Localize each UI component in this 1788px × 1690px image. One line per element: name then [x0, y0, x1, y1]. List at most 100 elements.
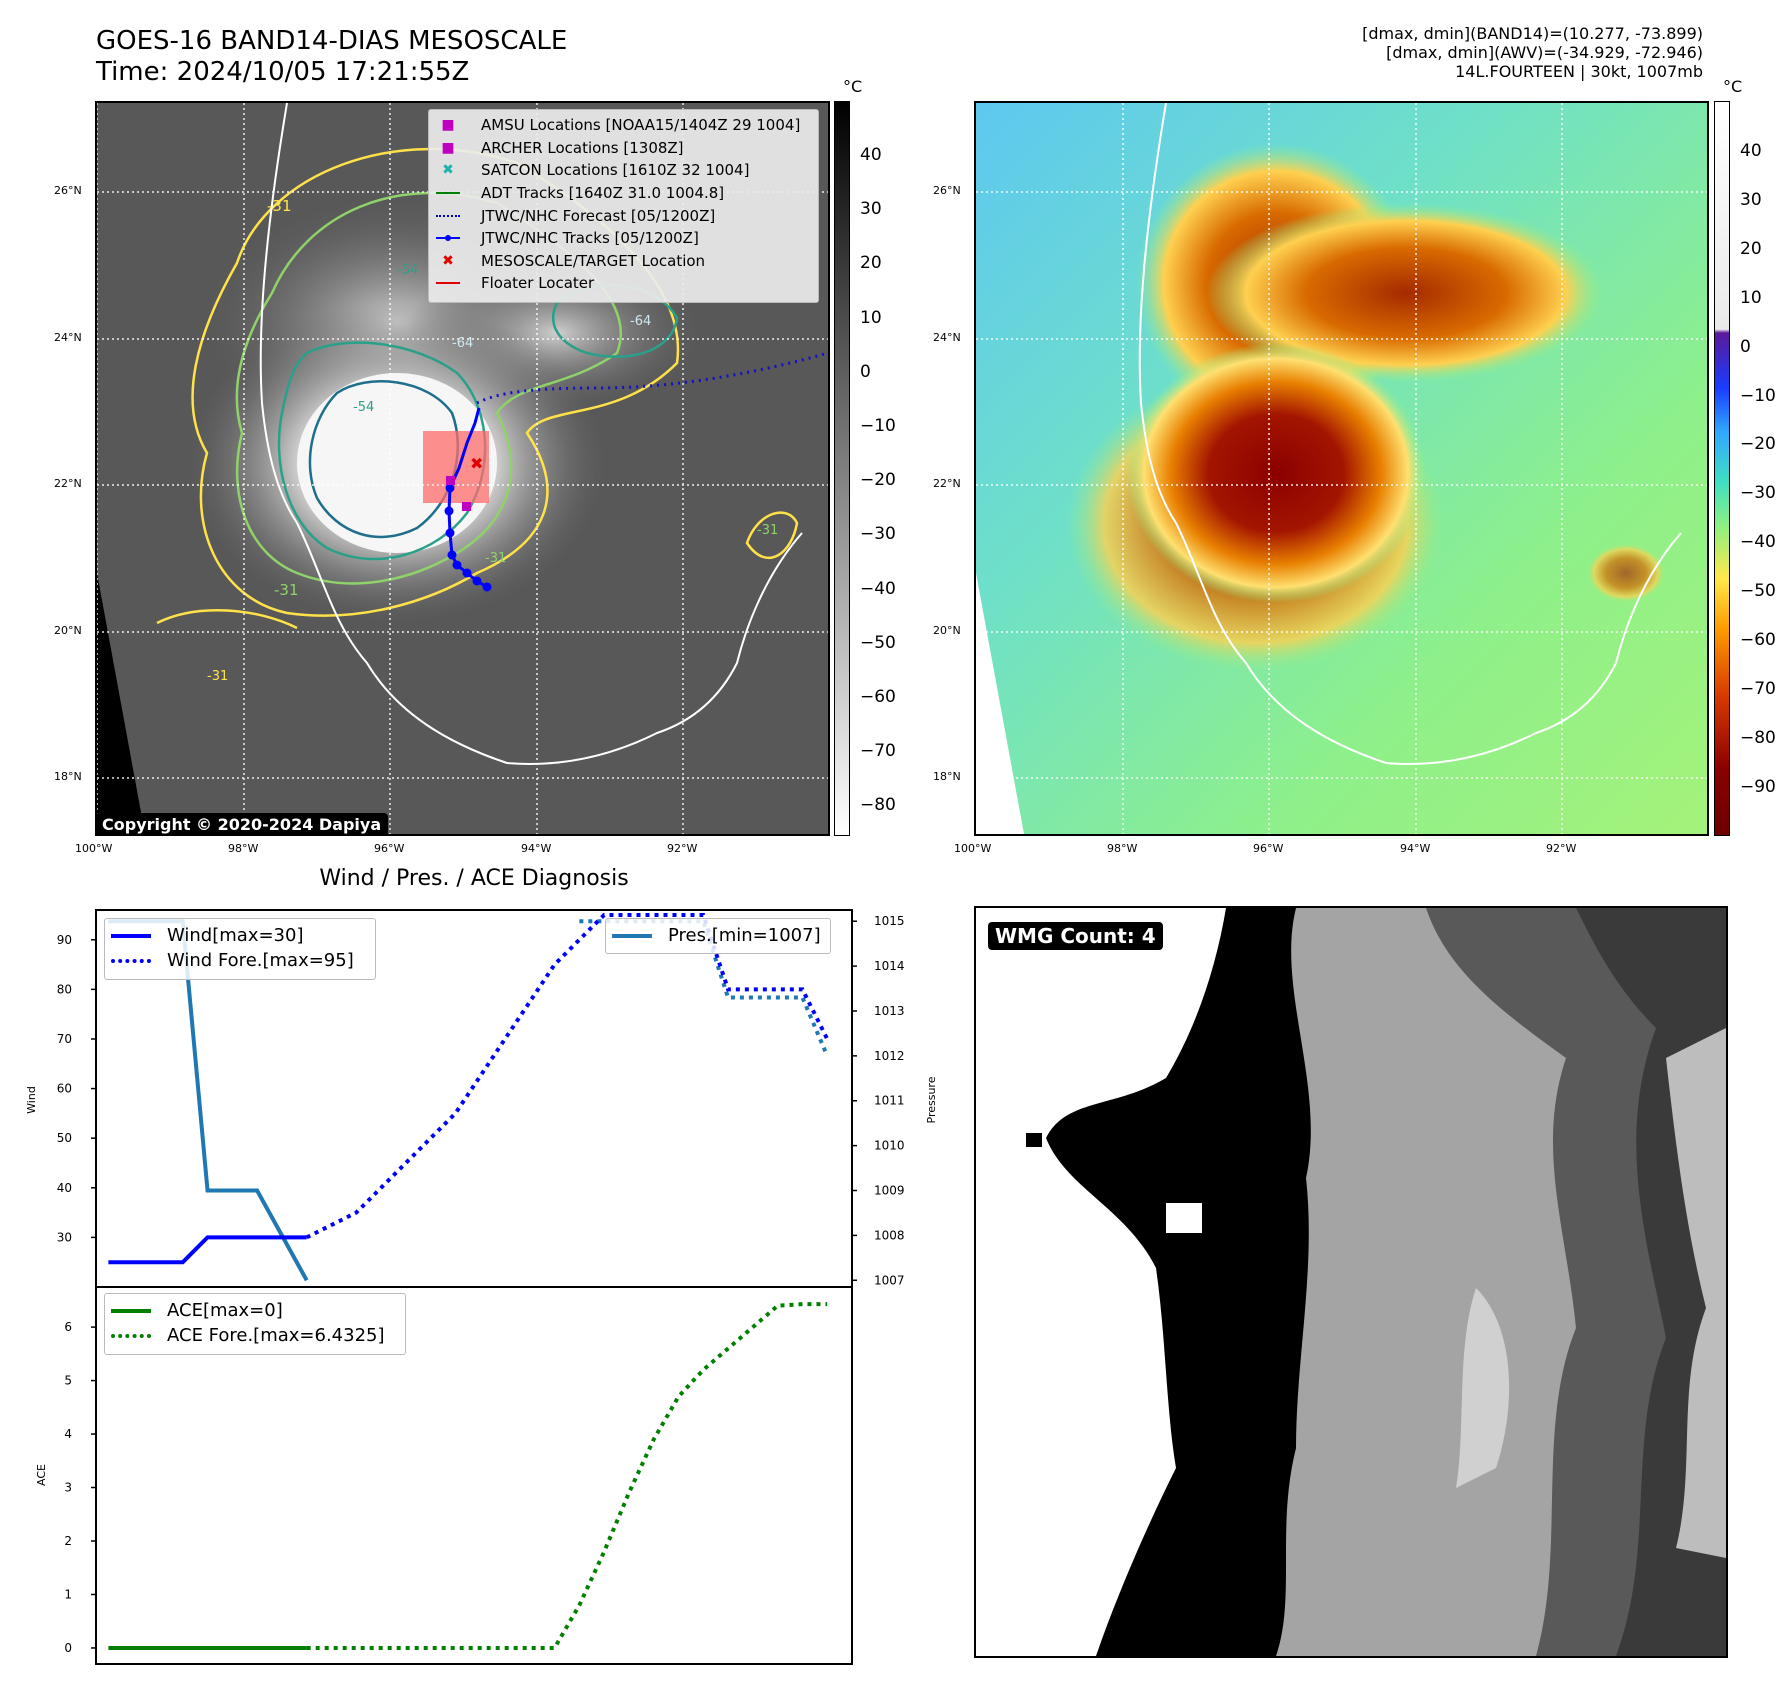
contour-label: -54 [397, 263, 419, 278]
lat-label: 20°N [933, 624, 961, 637]
colorbar-tick-label: 20 [860, 253, 882, 274]
contour-label: -54 [353, 400, 375, 415]
colorbar-tick-label: −90 [1740, 776, 1776, 797]
colorbar-tick-label: −10 [860, 416, 896, 436]
legend-item: ✖ SATCON Locations [1610Z 32 1004] [442, 161, 750, 180]
colorbar-tick-label: 10 [860, 307, 882, 328]
title-line2: Time: 2024/10/05 17:21:55Z [96, 57, 470, 87]
lat-label: 18°N [933, 770, 961, 783]
ace-axis-label: ACE [35, 1464, 48, 1486]
colorbar-unit: °C [1723, 77, 1743, 96]
lon-label: 100°W [954, 842, 992, 855]
lon-label: 96°W [374, 842, 405, 855]
wind-tick-label: 40 [57, 1181, 72, 1195]
archer-marker [446, 476, 455, 485]
colorbar-tick-label: −10 [1740, 385, 1776, 406]
wind-legend: Wind[max=30] Wind Fore.[max=95] [104, 918, 376, 980]
chart-title: Wind / Pres. / ACE Diagnosis [319, 866, 629, 891]
colorbar-tick-label: −30 [1740, 483, 1776, 504]
colorbar-tick-label: 0 [860, 361, 871, 382]
colorbar-unit: °C [843, 77, 863, 96]
colorbar-tick-label: −70 [860, 741, 896, 762]
colorbar-tick-label: 20 [1740, 238, 1762, 259]
lat-label: 26°N [933, 184, 961, 197]
right-colorbar [1714, 101, 1730, 836]
no-data-corner [97, 573, 145, 834]
left-ir-map: ✖ -31 -31 -31 -54 -54 -64 -64 -31 -31 ■ A… [95, 101, 830, 836]
wmg-panel: WMG Count: 4 [974, 906, 1728, 1658]
contour-label: -31 [274, 581, 299, 599]
title-line1: GOES-16 BAND14-DIAS MESOSCALE [96, 26, 568, 56]
lon-label: 92°W [667, 842, 698, 855]
legend-item: ACE[max=0] [111, 1298, 399, 1323]
wmg-count-badge: WMG Count: 4 [988, 922, 1163, 950]
lon-label: 94°W [1400, 842, 1431, 855]
lat-label: 24°N [54, 331, 82, 344]
info-line2: [dmax, dmin](AWV)=(-34.929, -72.946) [1386, 43, 1703, 62]
legend-item: JTWC/NHC Tracks [05/1200Z] [435, 227, 812, 250]
wind-tick-label: 70 [57, 1032, 72, 1046]
legend-item: Pres.[min=1007] [612, 923, 824, 948]
pressure-tick-label: 1013 [874, 1004, 905, 1018]
colorbar-tick-label: 40 [860, 145, 882, 165]
colorbar-tick-label: −20 [860, 470, 896, 491]
lat-label: 24°N [933, 331, 961, 344]
ace-forecast-line [306, 1302, 828, 1650]
legend-item: ■ AMSU Locations [NOAA15/1404Z 29 1004] [441, 116, 801, 135]
wmg-canvas [976, 908, 1726, 1656]
pressure-forecast-line [579, 919, 830, 1057]
ace-tick-label: 0 [64, 1641, 72, 1655]
ace-tick-label: 4 [64, 1427, 72, 1441]
right-color-map [974, 101, 1709, 836]
info-line3: 14L.FOURTEEN | 30kt, 1007mb [1455, 62, 1703, 81]
legend-item: ACE Fore.[max=6.4325] [111, 1323, 399, 1348]
wind-line [108, 1235, 307, 1265]
wind-tick-label: 50 [57, 1131, 72, 1145]
colorbar-tick-label: 0 [1740, 336, 1751, 357]
colorbar-tick-label: −50 [860, 632, 896, 653]
left-map-legend: ■ AMSU Locations [NOAA15/1404Z 29 1004] ■… [428, 109, 819, 303]
lon-label: 94°W [521, 842, 552, 855]
copyright-badge: Copyright © 2020-2024 Dapiya [97, 813, 389, 834]
colorbar-tick-label: −20 [1740, 434, 1776, 455]
colorbar-tick-label: −80 [860, 795, 896, 816]
colorbar-tick-label: 30 [1740, 189, 1762, 210]
contour-label: -64 [630, 314, 652, 329]
colorbar-tick-label: −40 [860, 578, 896, 599]
lon-label: 96°W [1253, 842, 1284, 855]
right-color-map-canvas [976, 103, 1707, 834]
contour-label: -31 [267, 197, 292, 215]
lat-label: 18°N [54, 770, 82, 783]
wind-tick-label: 80 [57, 982, 72, 996]
forecast-track [476, 351, 828, 405]
ace-tick-label: 3 [64, 1481, 72, 1495]
pressure-tick-label: 1012 [874, 1049, 905, 1063]
pressure-tick-label: 1008 [874, 1228, 905, 1242]
colorbar-tick-label: −60 [860, 687, 896, 707]
colorbar-tick-label: −30 [860, 524, 896, 545]
wind-forecast-line [305, 912, 830, 1240]
amsu-marker [462, 502, 471, 511]
lon-label: 98°W [228, 842, 259, 855]
lon-label: 98°W [1107, 842, 1138, 855]
ace-legend: ACE[max=0] ACE Fore.[max=6.4325] [104, 1293, 406, 1355]
pressure-tick-label: 1010 [874, 1139, 905, 1153]
target-marker: ✖ [470, 454, 483, 473]
legend-item: ■ ARCHER Locations [1308Z] [441, 138, 684, 157]
contour-label: -31 [757, 523, 779, 538]
colorbar-tick-label: −50 [1740, 581, 1776, 602]
pressure-tick-label: 1015 [874, 914, 905, 928]
left-colorbar [834, 101, 850, 836]
wind-tick-label: 90 [57, 933, 72, 947]
ace-tick-label: 1 [64, 1587, 72, 1601]
lat-label: 22°N [54, 477, 82, 490]
pressure-axis-label: Pressure [925, 1076, 938, 1123]
ace-tick-label: 5 [64, 1374, 72, 1388]
ace-tick-label: 2 [64, 1534, 72, 1548]
legend-item: Floater Locater [435, 272, 812, 295]
lat-label: 22°N [933, 477, 961, 490]
legend-item: ✖ MESOSCALE/TARGET Location [442, 251, 706, 270]
pressure-tick-label: 1007 [874, 1273, 905, 1287]
figure-title: GOES-16 BAND14-DIAS MESOSCALE Time: 2024… [96, 26, 567, 88]
wind-axis-label: Wind [25, 1086, 38, 1114]
